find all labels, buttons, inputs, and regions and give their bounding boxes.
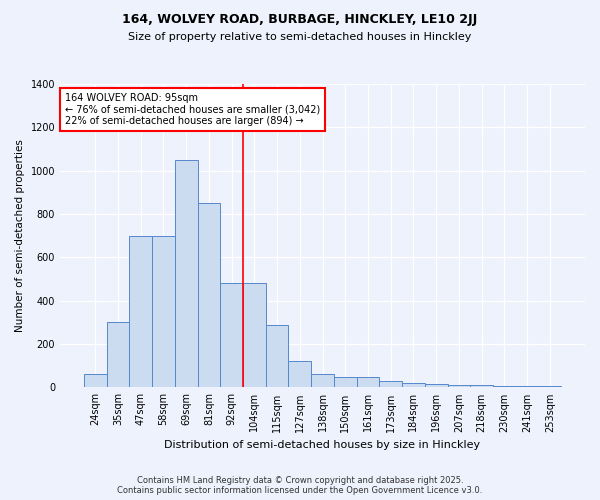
Text: 164 WOLVEY ROAD: 95sqm
← 76% of semi-detached houses are smaller (3,042)
22% of : 164 WOLVEY ROAD: 95sqm ← 76% of semi-det… (65, 93, 320, 126)
Bar (243, 284, 266, 388)
Text: 164, WOLVEY ROAD, BURBAGE, HINCKLEY, LE10 2JJ: 164, WOLVEY ROAD, BURBAGE, HINCKLEY, LE1… (122, 12, 478, 26)
Bar (107, 322, 130, 388)
Bar (311, 374, 334, 388)
Bar (379, 381, 402, 388)
Bar (289, 362, 311, 388)
Bar (130, 236, 152, 388)
Bar (175, 160, 197, 388)
Y-axis label: Number of semi-detached properties: Number of semi-detached properties (15, 140, 25, 332)
Bar (425, 384, 448, 388)
Bar (515, 386, 538, 388)
Bar (197, 203, 220, 388)
Bar (470, 386, 493, 388)
Bar (356, 376, 379, 388)
Bar (266, 324, 289, 388)
Bar (334, 376, 356, 388)
X-axis label: Distribution of semi-detached houses by size in Hinckley: Distribution of semi-detached houses by … (164, 440, 481, 450)
Bar (84, 374, 107, 388)
Bar (493, 386, 515, 388)
Bar (402, 383, 425, 388)
Bar (152, 236, 175, 388)
Text: Size of property relative to semi-detached houses in Hinckley: Size of property relative to semi-detach… (128, 32, 472, 42)
Bar (220, 284, 243, 388)
Text: Contains HM Land Registry data © Crown copyright and database right 2025.
Contai: Contains HM Land Registry data © Crown c… (118, 476, 482, 495)
Bar (538, 386, 561, 388)
Bar (448, 385, 470, 388)
